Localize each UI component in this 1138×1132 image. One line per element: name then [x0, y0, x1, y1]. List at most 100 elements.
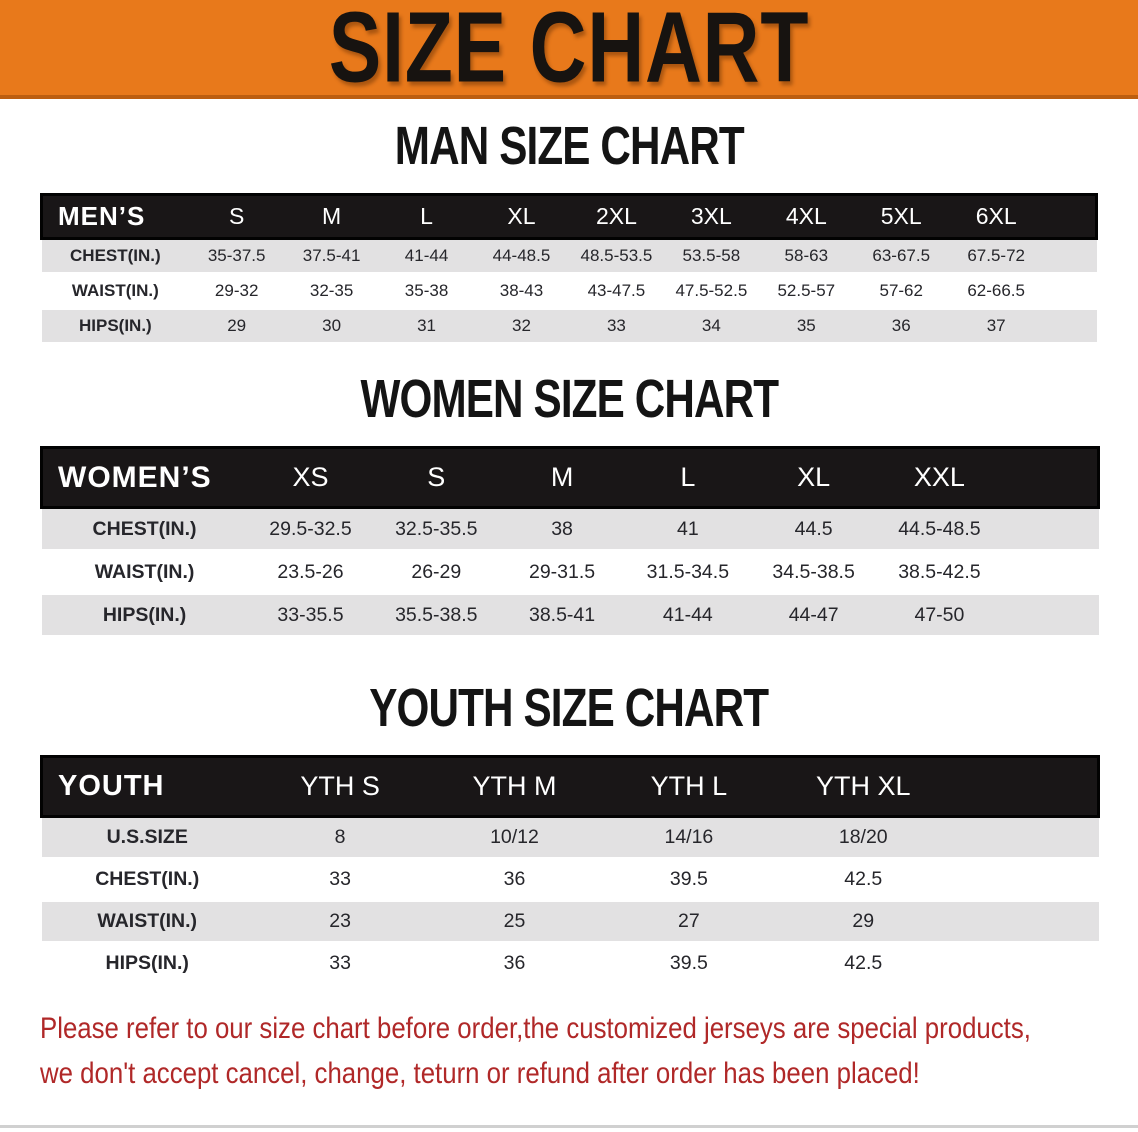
women-section-title: WOMEN SIZE CHART	[0, 369, 1138, 430]
size-value: 34	[663, 308, 759, 345]
size-column-header: YTH M	[427, 755, 602, 818]
men-section-title: MAN SIZE CHART	[0, 116, 1138, 177]
size-column-header: 2XL	[568, 193, 664, 240]
notice-line-1: Please refer to our size chart before or…	[40, 1012, 1031, 1045]
size-value: 27	[601, 900, 777, 944]
size-value: 33	[252, 942, 428, 986]
size-value: 31.5-34.5	[624, 550, 751, 595]
size-value: 23.5-26	[247, 550, 374, 595]
size-column-header: M	[499, 446, 625, 509]
size-value: 29	[189, 308, 285, 345]
size-value: 38.5-42.5	[876, 550, 1003, 595]
size-value: 37	[948, 308, 1044, 345]
footer-notice: Please refer to our size chart before or…	[0, 1006, 1138, 1096]
size-value: 37.5-41	[284, 237, 380, 275]
size-value: 34.5-38.5	[750, 550, 877, 595]
size-value: 33	[252, 858, 428, 902]
size-value: 52.5-57	[758, 273, 854, 310]
size-column-header: YTH S	[252, 755, 428, 818]
size-value: 35	[758, 308, 854, 345]
row-spacer	[1043, 237, 1097, 275]
header-spacer	[1043, 193, 1098, 240]
size-value: 47.5-52.5	[663, 273, 759, 310]
size-value: 39.5	[601, 942, 777, 986]
women-size-table: WOMEN’S XS S M L XL XXL CHEST(IN.) 29.5-32.5 32.5…	[39, 446, 1101, 638]
table-row: WAIST(IN.) 29-32 32-35 35-38 38-43 43-47.5 47.…	[41, 273, 1097, 310]
table-row: HIPS(IN.) 33-35.5 35.5-38.5 38.5-41 41-44 44-…	[41, 593, 1099, 638]
header-spacer	[1002, 446, 1101, 509]
bottom-divider	[0, 1125, 1138, 1128]
row-label: U.S.SIZE	[41, 815, 253, 860]
table-row: HIPS(IN.) 33 36 39.5 42.5	[41, 942, 1099, 986]
size-value: 14/16	[601, 815, 777, 860]
row-spacer	[1002, 593, 1099, 638]
size-value: 32	[474, 308, 569, 345]
size-value: 48.5-53.5	[568, 237, 664, 275]
size-value: 32-35	[284, 273, 380, 310]
table-row: CHEST(IN.) 29.5-32.5 32.5-35.5 38 41 44.5 44.5…	[41, 506, 1099, 552]
size-value: 67.5-72	[948, 237, 1044, 275]
table-row: U.S.SIZE 8 10/12 14/16 18/20	[41, 815, 1099, 860]
size-value: 39.5	[601, 858, 777, 902]
size-value: 38.5-41	[499, 593, 625, 638]
size-column-header: 3XL	[663, 193, 759, 240]
youth-size-table: YOUTH YTH S YTH M YTH L YTH XL U.S.SIZE 8 10/12…	[39, 755, 1101, 986]
size-value: 63-67.5	[853, 237, 949, 275]
women-section-title-text: WOMEN SIZE CHART	[360, 369, 779, 430]
size-column-header: XL	[474, 193, 569, 240]
size-column-header: YTH L	[601, 755, 777, 818]
size-value: 32.5-35.5	[373, 506, 500, 552]
size-value: 44-48.5	[474, 237, 569, 275]
size-value: 58-63	[758, 237, 854, 275]
table-corner-label: WOMEN’S	[39, 446, 248, 509]
women-size-chart-section: WOMEN SIZE CHART WOMEN’S XS S M L XL XXL CHEST(…	[0, 369, 1138, 638]
size-value: 44.5-48.5	[876, 506, 1003, 552]
size-value: 53.5-58	[663, 237, 759, 275]
size-value: 57-62	[853, 273, 949, 310]
size-value: 18/20	[776, 815, 951, 860]
size-value: 38	[499, 506, 625, 552]
size-value: 25	[427, 900, 602, 944]
banner-title: SIZE CHART	[328, 0, 810, 103]
size-column-header: 5XL	[853, 193, 949, 240]
row-spacer	[1043, 308, 1097, 345]
table-row: WAIST(IN.) 23.5-26 26-29 29-31.5 31.5-34.5 34…	[41, 550, 1099, 595]
size-column-header: 6XL	[948, 193, 1044, 240]
youth-size-chart-section: YOUTH SIZE CHART YOUTH YTH S YTH M YTH L YTH…	[0, 680, 1138, 986]
size-value: 47-50	[876, 593, 1003, 638]
size-value: 36	[427, 858, 602, 902]
table-header-row: YOUTH YTH S YTH M YTH L YTH XL	[39, 755, 1101, 818]
row-label: HIPS(IN.)	[41, 308, 190, 345]
size-value: 29	[776, 900, 951, 944]
men-section-title-text: MAN SIZE CHART	[394, 116, 744, 177]
row-label: CHEST(IN.)	[41, 858, 253, 902]
size-value: 36	[427, 942, 602, 986]
table-row: WAIST(IN.) 23 25 27 29	[41, 900, 1099, 944]
header-spacer	[950, 755, 1101, 818]
size-value: 10/12	[427, 815, 602, 860]
size-value: 29.5-32.5	[247, 506, 374, 552]
row-spacer	[1002, 550, 1099, 595]
youth-section-title: YOUTH SIZE CHART	[0, 680, 1138, 736]
row-spacer	[950, 900, 1099, 944]
size-value: 30	[284, 308, 380, 345]
size-value: 38-43	[474, 273, 569, 310]
row-label: WAIST(IN.)	[41, 273, 190, 310]
table-corner-label: MEN’S	[40, 193, 190, 240]
size-value: 35.5-38.5	[373, 593, 500, 638]
size-column-header: S	[373, 446, 500, 509]
size-value: 43-47.5	[568, 273, 664, 310]
size-value: 42.5	[776, 858, 951, 902]
row-spacer	[1002, 506, 1099, 552]
size-column-header: L	[624, 446, 751, 509]
size-value: 42.5	[776, 942, 951, 986]
row-label: WAIST(IN.)	[41, 550, 248, 595]
banner: SIZE CHART	[0, 0, 1138, 99]
table-header-row: WOMEN’S XS S M L XL XXL	[39, 446, 1101, 509]
size-column-header: YTH XL	[776, 755, 951, 818]
size-value: 33-35.5	[247, 593, 374, 638]
men-size-table: MEN’S S M L XL 2XL 3XL 4XL 5XL 6XL CHEST(IN.) 35-37…	[40, 193, 1098, 345]
size-value: 44.5	[750, 506, 877, 552]
table-row: HIPS(IN.) 29 30 31 32 33 34 35 36 37	[41, 308, 1097, 345]
row-spacer	[1043, 273, 1097, 310]
